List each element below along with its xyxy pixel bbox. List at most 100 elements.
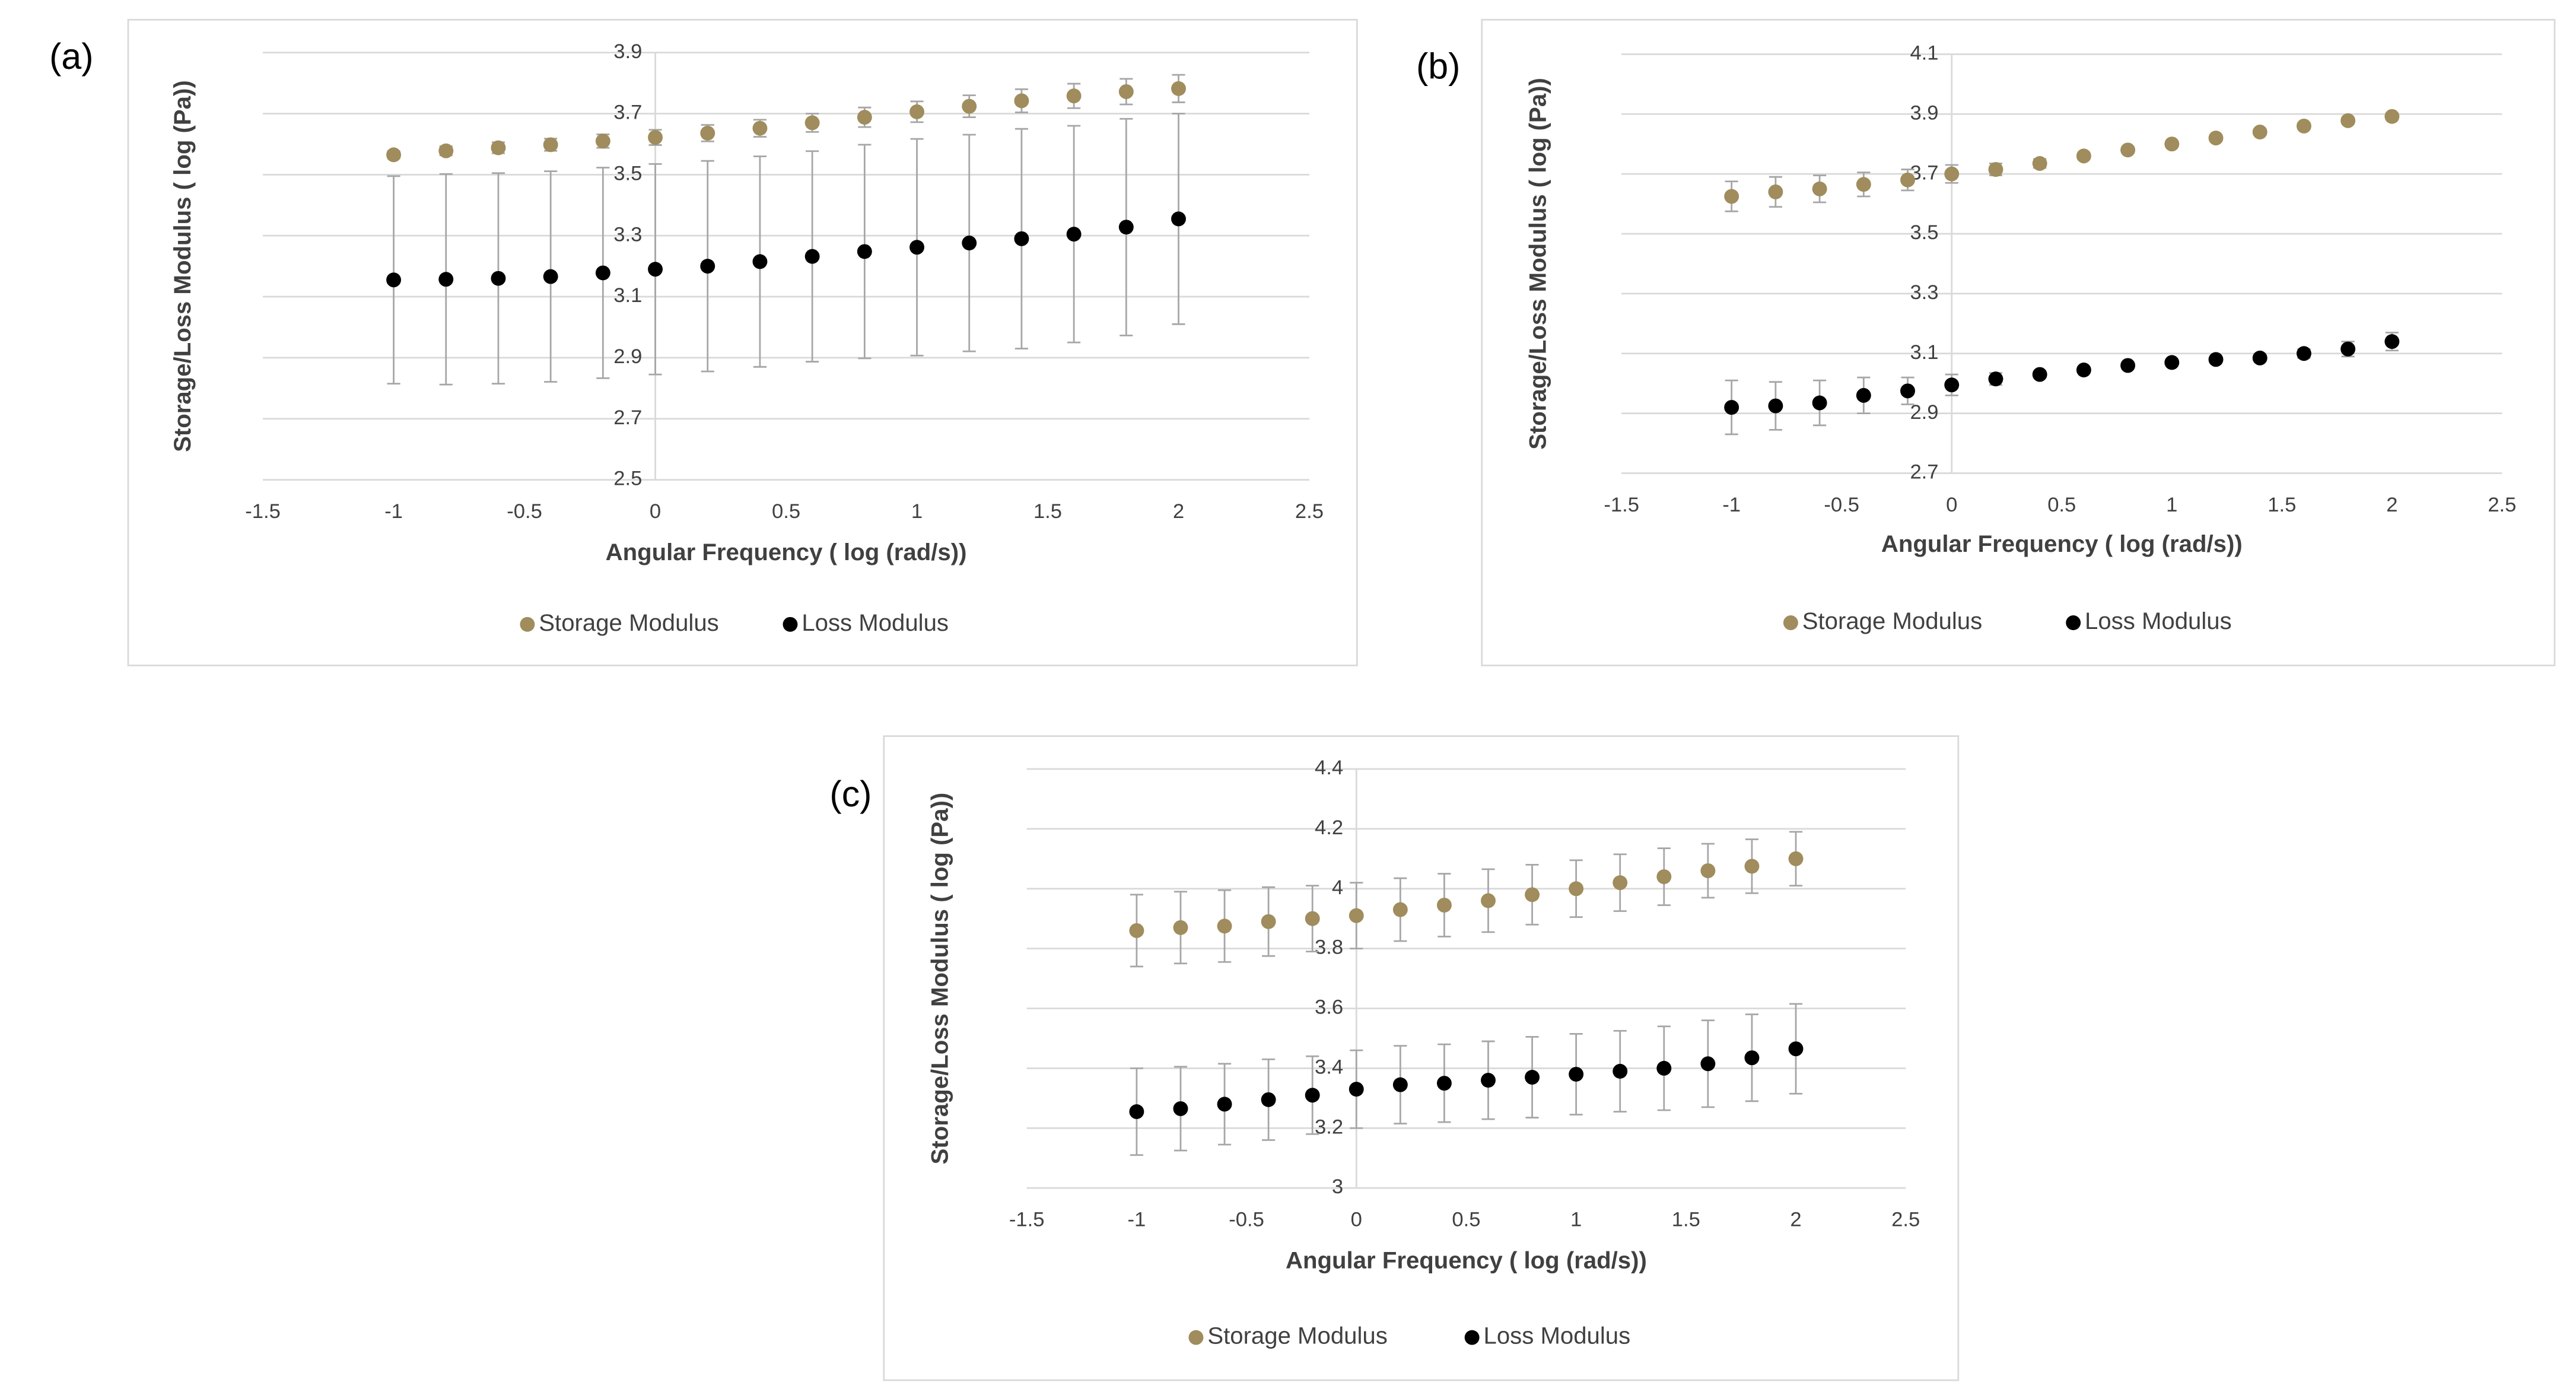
data-point bbox=[2296, 118, 2311, 134]
legend-marker bbox=[2066, 615, 2081, 630]
x-tick-label: -1 bbox=[1722, 494, 1741, 516]
y-tick-label: 3.1 bbox=[613, 284, 642, 307]
data-point bbox=[386, 147, 402, 163]
data-point bbox=[1349, 908, 1364, 923]
legend-label: Loss Modulus bbox=[1484, 1323, 1631, 1349]
x-tick-label: -1 bbox=[384, 500, 403, 523]
data-point bbox=[1944, 166, 1960, 182]
data-point bbox=[1481, 893, 1496, 908]
y-tick-label: 3.6 bbox=[1315, 996, 1343, 1019]
data-point bbox=[1744, 1050, 1760, 1066]
legend-marker bbox=[1464, 1330, 1480, 1345]
data-point bbox=[1217, 919, 1232, 934]
data-point bbox=[1349, 1082, 1364, 1097]
x-tick-label: 0.5 bbox=[772, 500, 800, 523]
data-point bbox=[1305, 911, 1320, 926]
y-tick-label: 3.5 bbox=[1910, 221, 1938, 244]
y-axis-title: Storage/Loss Modulus ( log (Pa)) bbox=[926, 793, 953, 1165]
data-point bbox=[1856, 387, 1871, 403]
y-tick-label: 3.3 bbox=[613, 223, 642, 246]
x-tick-label: 1 bbox=[2166, 494, 2177, 516]
data-point bbox=[2208, 131, 2224, 146]
data-point bbox=[1700, 1056, 1716, 1072]
data-point bbox=[1569, 881, 1584, 897]
data-point bbox=[648, 130, 663, 145]
data-point bbox=[1171, 211, 1186, 227]
data-point bbox=[2120, 142, 2136, 158]
data-point bbox=[595, 265, 610, 281]
data-point bbox=[962, 98, 977, 114]
data-point bbox=[752, 120, 768, 136]
data-point bbox=[2296, 346, 2311, 361]
data-point bbox=[1900, 172, 1915, 188]
y-tick-label: 3.4 bbox=[1315, 1056, 1343, 1078]
data-point bbox=[2252, 350, 2267, 366]
panel-frame bbox=[883, 735, 1960, 1381]
data-point bbox=[2384, 334, 2400, 349]
panel-label: (b) bbox=[1416, 46, 1460, 86]
data-point bbox=[2120, 358, 2136, 373]
legend-marker bbox=[1188, 1330, 1204, 1345]
data-point bbox=[2032, 156, 2047, 171]
data-point bbox=[595, 134, 610, 149]
data-point bbox=[2252, 125, 2267, 139]
x-tick-label: 2.5 bbox=[2488, 494, 2516, 516]
y-tick-label: 2.7 bbox=[613, 406, 642, 429]
data-point bbox=[386, 272, 402, 288]
legend-label: Storage Modulus bbox=[1207, 1323, 1387, 1349]
data-point bbox=[1129, 923, 1144, 938]
data-point bbox=[438, 272, 454, 287]
x-tick-label: -0.5 bbox=[1229, 1209, 1264, 1231]
data-point bbox=[1014, 231, 1029, 246]
x-axis-title: Angular Frequency ( log (rad/s)) bbox=[1286, 1247, 1647, 1273]
data-point bbox=[2384, 109, 2400, 124]
data-point bbox=[1788, 1041, 1804, 1057]
x-tick-label: -1.5 bbox=[245, 500, 281, 523]
data-point bbox=[1724, 400, 1739, 415]
y-tick-label: 3.2 bbox=[1315, 1116, 1343, 1138]
x-tick-label: 2 bbox=[1173, 500, 1184, 523]
data-point bbox=[1173, 1101, 1188, 1116]
data-point bbox=[1812, 395, 1827, 411]
data-point bbox=[1768, 184, 1783, 199]
y-tick-label: 2.9 bbox=[1910, 401, 1938, 424]
x-tick-label: 0 bbox=[650, 500, 661, 523]
data-point bbox=[1788, 851, 1804, 866]
x-tick-label: 1.5 bbox=[1033, 500, 1062, 523]
y-tick-label: 4 bbox=[1332, 876, 1343, 899]
data-point bbox=[1768, 398, 1783, 414]
data-point bbox=[1700, 863, 1716, 878]
data-point bbox=[2340, 341, 2356, 357]
data-point bbox=[857, 244, 872, 259]
data-point bbox=[1656, 869, 1672, 884]
y-tick-label: 2.7 bbox=[1910, 461, 1938, 484]
legend-label: Storage Modulus bbox=[1802, 608, 1982, 634]
data-point bbox=[2164, 136, 2180, 152]
y-tick-label: 3.3 bbox=[1910, 281, 1938, 304]
data-point bbox=[543, 137, 558, 152]
x-tick-label: 2.5 bbox=[1295, 500, 1324, 523]
data-point bbox=[1436, 1076, 1452, 1091]
x-tick-label: 1 bbox=[911, 500, 923, 523]
x-tick-label: 0.5 bbox=[1452, 1209, 1480, 1231]
data-point bbox=[543, 269, 558, 284]
data-point bbox=[2076, 148, 2091, 164]
x-tick-label: 0 bbox=[1351, 1209, 1362, 1231]
data-point bbox=[491, 140, 506, 155]
data-point bbox=[804, 249, 820, 264]
legend-label: Loss Modulus bbox=[802, 609, 949, 636]
data-point bbox=[2076, 363, 2091, 377]
data-point bbox=[2164, 355, 2180, 370]
panel-frame bbox=[1481, 18, 2556, 666]
x-axis-title: Angular Frequency ( log (rad/s)) bbox=[606, 539, 967, 565]
data-point bbox=[962, 236, 977, 250]
data-point bbox=[2032, 367, 2047, 382]
y-tick-label: 4.1 bbox=[1910, 42, 1938, 65]
panel-label: (c) bbox=[829, 774, 872, 814]
data-point bbox=[491, 271, 506, 286]
data-point bbox=[1525, 887, 1540, 903]
data-point bbox=[1436, 897, 1452, 913]
x-tick-label: 2 bbox=[1790, 1209, 1801, 1231]
